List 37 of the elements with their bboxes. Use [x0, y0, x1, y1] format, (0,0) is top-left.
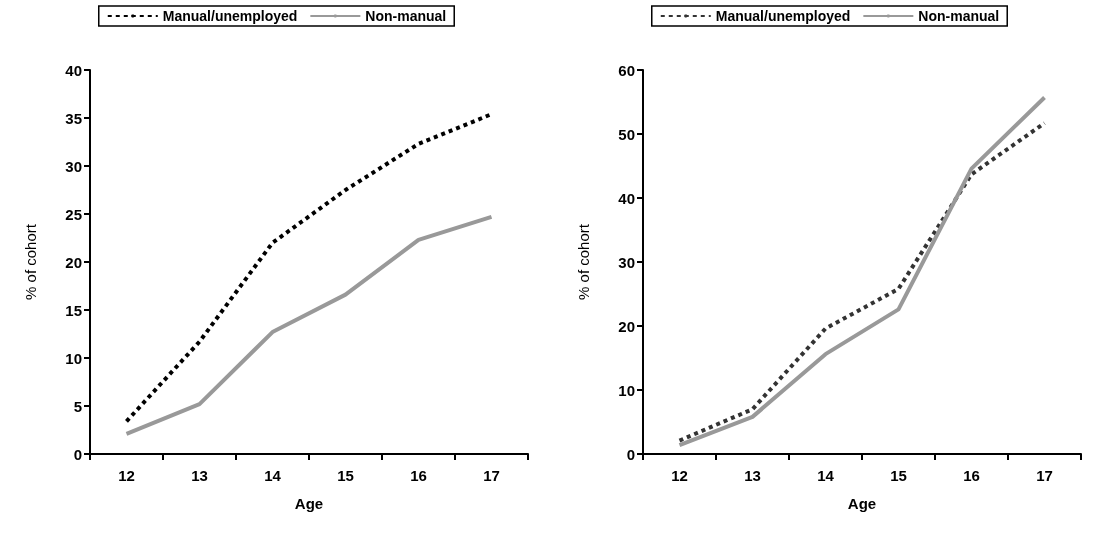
legend-label: Non-manual [918, 8, 1000, 24]
x-tick-label: 14 [264, 467, 282, 484]
x-tick-label: 12 [118, 467, 135, 484]
x-tick-label: 12 [671, 467, 688, 484]
y-tick-label: 0 [73, 445, 82, 463]
legend-label: Manual/unemployed [715, 8, 851, 24]
y-tick-label: 50 [618, 125, 635, 143]
y-tick-label: 0 [626, 445, 635, 463]
x-axis-title: Age [294, 495, 324, 512]
x-tick-label: 17 [1036, 467, 1053, 484]
y-tick-label: 35 [65, 109, 82, 127]
x-axis-title: Age [847, 495, 877, 512]
x-tick-label: 15 [890, 467, 907, 484]
x-tick-label: 14 [817, 467, 835, 484]
y-tick-label: 40 [618, 189, 635, 207]
y-tick-label: 60 [618, 61, 635, 79]
line-series [124, 214, 494, 436]
y-tick-label: 25 [65, 205, 82, 223]
y-axis-title: % of cohort [575, 223, 592, 300]
y-tick-label: 30 [618, 253, 635, 271]
x-tick-label: 15 [337, 467, 354, 484]
y-tick-label: 30 [65, 157, 82, 175]
y-tick-label: 20 [618, 317, 635, 335]
y-axis-title: % of cohort [22, 223, 39, 300]
x-tick-label: 13 [191, 467, 208, 484]
y-tick-label: 10 [65, 349, 82, 367]
y-tick-label: 20 [65, 253, 82, 271]
x-tick-label: 17 [483, 467, 500, 484]
legend-label: Non-manual [365, 8, 447, 24]
x-tick-label: 16 [963, 467, 980, 484]
x-tick-label: 13 [744, 467, 761, 484]
y-tick-label: 10 [618, 381, 635, 399]
x-tick-label: 16 [410, 467, 427, 484]
y-tick-label: 40 [65, 61, 82, 79]
legend-label: Manual/unemployed [162, 8, 298, 24]
y-tick-label: 15 [65, 301, 82, 319]
y-tick-label: 5 [73, 397, 82, 415]
